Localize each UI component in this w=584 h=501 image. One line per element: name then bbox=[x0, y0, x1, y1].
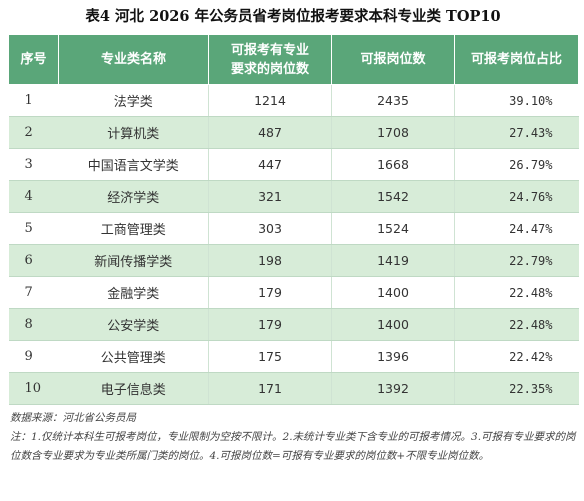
cell-name: 金融学类 bbox=[58, 276, 209, 309]
cell-percentage: 22.48% bbox=[454, 276, 579, 309]
cell-total-count: 2435 bbox=[331, 84, 455, 117]
cell-rank: 4 bbox=[8, 180, 59, 213]
table-row: 4 经济学类 321 1542 24.76% bbox=[8, 180, 579, 213]
header-req: 可报考有专业 要求的岗位数 bbox=[208, 34, 332, 85]
cell-req-count: 179 bbox=[208, 276, 332, 309]
cell-percentage: 22.48% bbox=[454, 308, 579, 341]
cell-req-count: 198 bbox=[208, 244, 332, 277]
table-row: 3 中国语言文学类 447 1668 26.79% bbox=[8, 148, 579, 181]
table-row: 10 电子信息类 171 1392 22.35% bbox=[8, 372, 579, 405]
cell-req-count: 175 bbox=[208, 340, 332, 373]
table-row: 5 工商管理类 303 1524 24.47% bbox=[8, 212, 579, 245]
cell-req-count: 321 bbox=[208, 180, 332, 213]
cell-total-count: 1400 bbox=[331, 276, 455, 309]
cell-name: 工商管理类 bbox=[58, 212, 209, 245]
cell-percentage: 22.42% bbox=[454, 340, 579, 373]
cell-rank: 1 bbox=[8, 84, 59, 117]
cell-name: 公共管理类 bbox=[58, 340, 209, 373]
cell-rank: 8 bbox=[8, 308, 59, 341]
cell-req-count: 179 bbox=[208, 308, 332, 341]
cell-total-count: 1396 bbox=[331, 340, 455, 373]
cell-total-count: 1668 bbox=[331, 148, 455, 181]
cell-total-count: 1542 bbox=[331, 180, 455, 213]
cell-req-count: 487 bbox=[208, 116, 332, 149]
table-row: 1 法学类 1214 2435 39.10% bbox=[8, 84, 579, 117]
footnote: 注：1.仅统计本科生可报考岗位，专业限制为空按不限计。2.未统计专业类下含专业的… bbox=[10, 431, 576, 462]
cell-name: 经济学类 bbox=[58, 180, 209, 213]
table-row: 8 公安学类 179 1400 22.48% bbox=[8, 308, 579, 341]
cell-rank: 9 bbox=[8, 340, 59, 373]
header-row: 序号 专业类名称 可报考有专业 要求的岗位数 可报岗位数 可报考岗位占比 bbox=[8, 34, 579, 85]
source-note: 数据来源：河北省公务员局 bbox=[10, 412, 136, 424]
table-row: 6 新闻传播学类 198 1419 22.79% bbox=[8, 244, 579, 277]
cell-total-count: 1708 bbox=[331, 116, 455, 149]
cell-percentage: 24.76% bbox=[454, 180, 579, 213]
table-container: 表4 河北 2026 年公务员省考岗位报考要求本科专业类 TOP10 序号 专业… bbox=[8, 0, 579, 466]
header-req-line1: 可报考有专业 bbox=[230, 42, 309, 58]
cell-rank: 10 bbox=[8, 372, 59, 405]
cell-rank: 7 bbox=[8, 276, 59, 309]
data-table: 序号 专业类名称 可报考有专业 要求的岗位数 可报岗位数 可报考岗位占比 1 法学类… bbox=[8, 34, 579, 405]
cell-percentage: 22.35% bbox=[454, 372, 579, 405]
cell-total-count: 1524 bbox=[331, 212, 455, 245]
cell-total-count: 1419 bbox=[331, 244, 455, 277]
header-pct: 可报考岗位占比 bbox=[454, 34, 579, 85]
header-total: 可报岗位数 bbox=[331, 34, 455, 85]
table-title: 表4 河北 2026 年公务员省考岗位报考要求本科专业类 TOP10 bbox=[85, 8, 501, 25]
cell-name: 电子信息类 bbox=[58, 372, 209, 405]
cell-total-count: 1392 bbox=[331, 372, 455, 405]
cell-rank: 2 bbox=[8, 116, 59, 149]
cell-req-count: 171 bbox=[208, 372, 332, 405]
notes-block: 数据来源：河北省公务员局 注：1.仅统计本科生可报考岗位，专业限制为空按不限计。… bbox=[8, 409, 578, 466]
cell-rank: 5 bbox=[8, 212, 59, 245]
header-name: 专业类名称 bbox=[58, 34, 209, 85]
cell-percentage: 27.43% bbox=[454, 116, 579, 149]
table-row: 9 公共管理类 175 1396 22.42% bbox=[8, 340, 579, 373]
cell-percentage: 22.79% bbox=[454, 244, 579, 277]
cell-req-count: 447 bbox=[208, 148, 332, 181]
cell-rank: 6 bbox=[8, 244, 59, 277]
cell-req-count: 303 bbox=[208, 212, 332, 245]
table-row: 2 计算机类 487 1708 27.43% bbox=[8, 116, 579, 149]
cell-name: 中国语言文学类 bbox=[58, 148, 209, 181]
cell-total-count: 1400 bbox=[331, 308, 455, 341]
cell-percentage: 39.10% bbox=[454, 84, 579, 117]
cell-name: 公安学类 bbox=[58, 308, 209, 341]
cell-percentage: 24.47% bbox=[454, 212, 579, 245]
header-rank: 序号 bbox=[8, 34, 59, 85]
cell-rank: 3 bbox=[8, 148, 59, 181]
table-row: 7 金融学类 179 1400 22.48% bbox=[8, 276, 579, 309]
cell-name: 计算机类 bbox=[58, 116, 209, 149]
cell-req-count: 1214 bbox=[208, 84, 332, 117]
cell-percentage: 26.79% bbox=[454, 148, 579, 181]
cell-name: 法学类 bbox=[58, 84, 209, 117]
header-req-line2: 要求的岗位数 bbox=[230, 61, 309, 77]
cell-name: 新闻传播学类 bbox=[58, 244, 209, 277]
